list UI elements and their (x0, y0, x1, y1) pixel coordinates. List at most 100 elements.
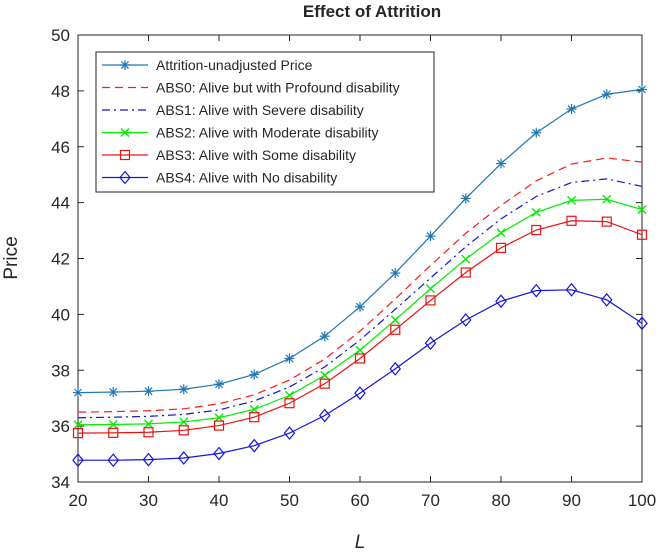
data-point (636, 316, 648, 331)
legend-label: ABS3: Alive with Some disability (156, 147, 356, 163)
data-point (214, 413, 224, 423)
series-line (77, 157, 643, 413)
data-point (248, 438, 261, 453)
data-point (72, 453, 84, 468)
y-tick-label: 46 (51, 138, 70, 157)
data-point (495, 294, 507, 309)
legend-entry: ABS4: Alive with No disability (102, 170, 337, 186)
data-point (565, 282, 578, 297)
data-point (108, 419, 118, 429)
data-point (495, 242, 507, 253)
data-point (390, 315, 400, 325)
x-tick-label: 20 (69, 491, 88, 510)
data-point (143, 427, 154, 438)
x-axis: 20 30 40 50 60 70 80 90 100 (69, 35, 656, 510)
x-tick-label: 40 (210, 491, 229, 510)
legend-marker (119, 170, 131, 185)
data-point (143, 386, 154, 397)
data-point (390, 324, 401, 335)
data-point (319, 378, 330, 389)
x-tick-label: 50 (280, 491, 299, 510)
y-tick-label: 44 (51, 194, 70, 213)
data-point (461, 254, 471, 264)
data-point (567, 195, 576, 205)
data-point (73, 387, 83, 398)
data-point (177, 451, 190, 465)
data-point (460, 193, 471, 204)
data-point (249, 404, 259, 414)
data-point (354, 386, 366, 401)
data-point (318, 408, 331, 423)
x-tick-label: 30 (139, 491, 158, 510)
data-point (425, 231, 436, 242)
series-0 (73, 84, 647, 398)
data-point (249, 412, 260, 423)
data-point (460, 267, 471, 278)
legend-label: ABS1: Alive with Severe disability (156, 102, 364, 118)
series-layer (72, 84, 648, 468)
data-point (496, 228, 506, 238)
x-tick-label: 80 (492, 491, 511, 510)
data-point (530, 283, 543, 298)
data-point (636, 229, 648, 240)
data-point (600, 292, 613, 307)
data-point (107, 453, 120, 468)
data-point (425, 295, 436, 306)
data-point (108, 387, 119, 398)
data-point (142, 452, 155, 467)
data-point (178, 425, 189, 436)
data-point (566, 215, 577, 226)
y-tick-label: 50 (51, 26, 70, 45)
series-5 (72, 282, 648, 468)
x-tick-label: 90 (562, 491, 581, 510)
series-4 (72, 215, 648, 439)
legend-entry: Attrition-unadjusted Price (102, 57, 313, 73)
series-1 (77, 157, 643, 413)
legend-label: ABS4: Alive with No disability (156, 170, 337, 186)
data-point (531, 224, 542, 236)
legend-label: Attrition-unadjusted Price (156, 57, 313, 73)
data-point (319, 331, 330, 342)
y-tick-label: 34 (51, 473, 70, 492)
y-tick-label: 38 (51, 361, 70, 380)
legend-entry: ABS0: Alive but with Profound disability (102, 80, 400, 96)
data-point (284, 398, 295, 409)
data-point (496, 158, 506, 169)
data-point (531, 207, 541, 217)
data-point (214, 379, 224, 390)
y-tick-label: 42 (51, 250, 70, 269)
series-3 (73, 194, 647, 430)
data-point (213, 446, 225, 461)
y-tick-label: 40 (51, 305, 70, 324)
chart-title: Effect of Attrition (303, 2, 441, 21)
data-point (601, 216, 612, 227)
legend-marker (119, 149, 131, 161)
data-point (602, 194, 612, 204)
legend-entry: ABS2: Alive with Moderate disability (102, 125, 379, 141)
legend-label: ABS0: Alive but with Profound disability (156, 80, 400, 96)
data-point (637, 205, 647, 215)
data-point (285, 390, 294, 400)
data-point (284, 353, 295, 364)
data-point (601, 89, 612, 100)
data-point (72, 428, 84, 439)
y-axis-label: Price (1, 236, 22, 279)
data-point (354, 353, 366, 364)
data-point (73, 420, 83, 430)
legend-entry: ABS3: Alive with Some disability (102, 147, 356, 163)
data-point (108, 427, 119, 438)
data-point (389, 361, 402, 376)
y-axis: 34 36 38 40 42 44 46 48 50 (51, 26, 642, 492)
series-line (77, 220, 643, 434)
legend-box (95, 51, 435, 193)
data-point (249, 369, 260, 380)
data-point (459, 313, 472, 327)
series-line (78, 289, 643, 461)
legend: Attrition-unadjusted Price ABS0: Alive bu… (95, 51, 435, 193)
legend-marker (120, 128, 130, 137)
series-2 (77, 178, 643, 419)
data-point (426, 284, 435, 294)
data-point (283, 426, 296, 441)
legend-marker (120, 60, 130, 70)
